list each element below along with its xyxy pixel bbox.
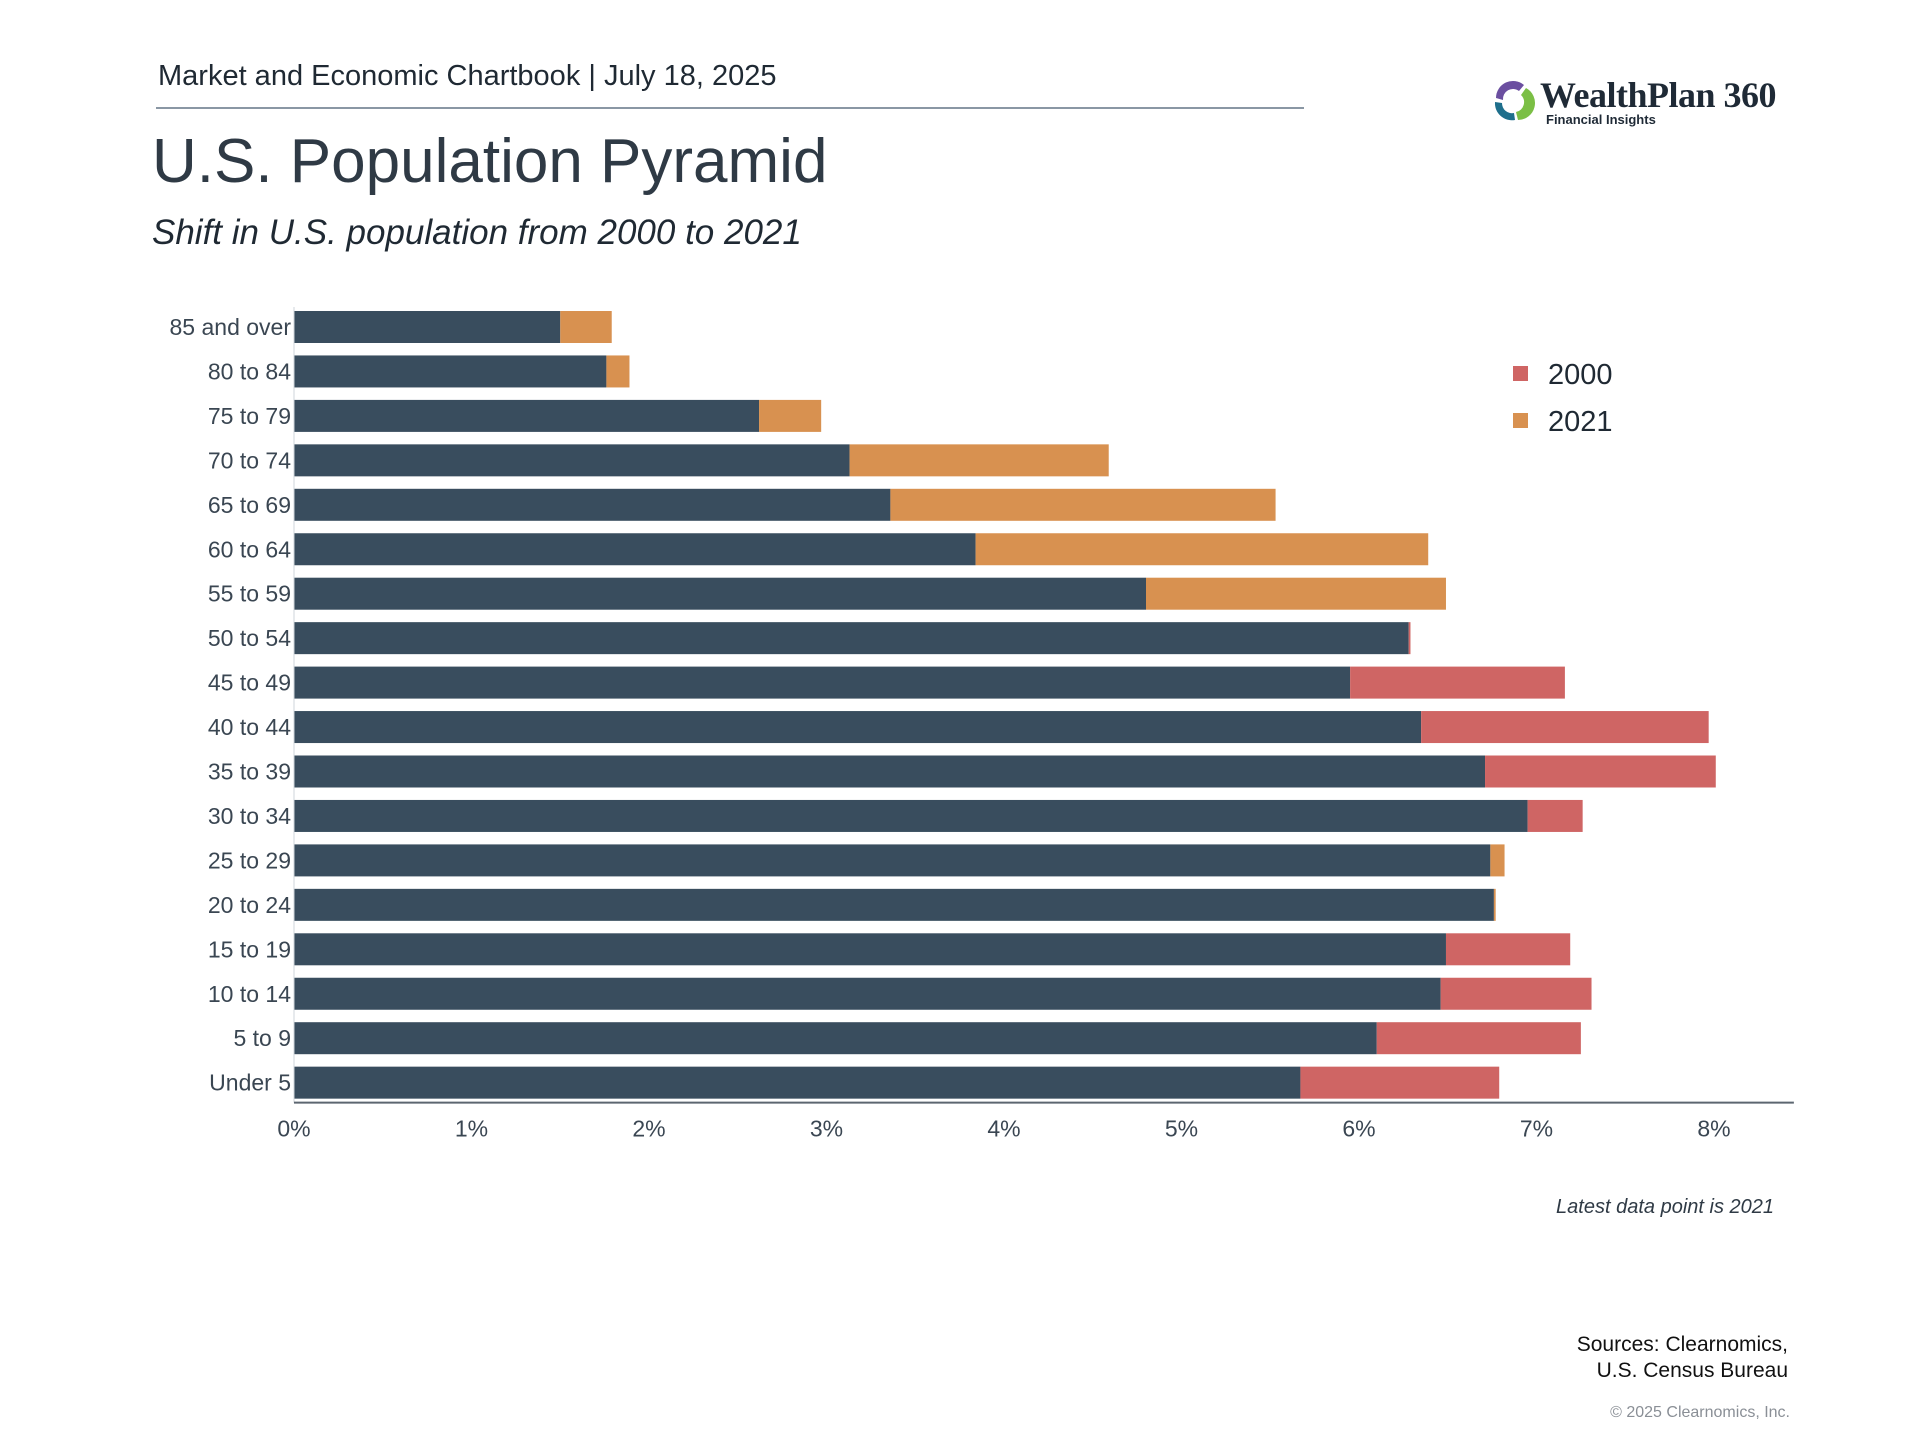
category-label: 50 to 54 (208, 625, 291, 651)
logo-wordmark: WealthPlan 360 (1540, 75, 1777, 115)
x-tick-label: 0% (277, 1116, 310, 1142)
bar-overlap-0 (294, 311, 561, 343)
bar-overlap-1 (294, 355, 607, 388)
category-label: 35 to 39 (208, 759, 291, 785)
category-label: 45 to 49 (208, 670, 291, 696)
wealthplan-logo-icon (1494, 80, 1535, 121)
x-tick-label: 6% (1342, 1116, 1375, 1142)
bar-overlap-16 (294, 1022, 1377, 1055)
category-label: 60 to 64 (208, 536, 291, 562)
category-label: 55 to 59 (208, 581, 291, 607)
x-tick-label: 7% (1520, 1116, 1553, 1142)
header-divider (156, 107, 1304, 109)
bar-2021-excess-13 (1493, 888, 1496, 921)
bar-overlap-14 (294, 933, 1446, 966)
category-label: 75 to 79 (208, 403, 291, 429)
brand-logo: WealthPlan 360 Financial Insights (1488, 72, 1788, 132)
x-tick-label: 3% (810, 1116, 843, 1142)
bar-overlap-9 (294, 711, 1422, 744)
bar-overlap-5 (294, 533, 976, 566)
category-label: 80 to 84 (208, 358, 291, 384)
bar-overlap-2 (294, 399, 760, 432)
bar-2000-excess-10 (1485, 755, 1716, 788)
x-tick-label: 2% (632, 1116, 665, 1142)
x-tick-label: 8% (1697, 1116, 1730, 1142)
bar-overlap-11 (294, 799, 1528, 832)
category-label: 70 to 74 (208, 447, 291, 473)
bar-2021-excess-1 (606, 355, 630, 388)
logo-tagline: Financial Insights (1546, 112, 1656, 127)
bar-2021-excess-2 (759, 399, 822, 432)
page-title: U.S. Population Pyramid (152, 127, 828, 196)
chartbook-header: Market and Economic Chartbook | July 18,… (158, 60, 777, 92)
bar-2021-excess-6 (1146, 577, 1446, 610)
bar-overlap-10 (294, 755, 1486, 788)
legend-swatch-2021 (1513, 413, 1528, 428)
category-label: 20 to 24 (208, 892, 291, 918)
bar-2021-excess-0 (560, 311, 612, 343)
category-label: 10 to 14 (208, 981, 291, 1007)
legend-label: 2021 (1548, 406, 1613, 438)
category-label: 85 and over (170, 314, 292, 340)
bar-overlap-13 (294, 888, 1494, 921)
category-label: 30 to 34 (208, 803, 291, 829)
sources-line-2: U.S. Census Bureau (1596, 1359, 1788, 1382)
bar-overlap-17 (294, 1066, 1301, 1099)
x-tick-label: 4% (987, 1116, 1020, 1142)
bar-2000-excess-14 (1445, 933, 1571, 966)
copyright-text: © 2025 Clearnomics, Inc. (1610, 1404, 1790, 1421)
bar-2021-excess-4 (890, 488, 1276, 521)
category-label: Under 5 (209, 1070, 291, 1096)
category-label: 15 to 19 (208, 936, 291, 962)
bar-2000-excess-9 (1421, 711, 1709, 744)
bar-2021-excess-12 (1490, 844, 1505, 877)
bar-2000-excess-8 (1350, 666, 1565, 699)
bar-overlap-15 (294, 977, 1441, 1010)
bar-2000-excess-7 (1408, 622, 1411, 655)
legend-swatch-2000 (1513, 366, 1528, 381)
x-tick-label: 1% (455, 1116, 488, 1142)
page-subtitle: Shift in U.S. population from 2000 to 20… (152, 213, 802, 252)
bar-overlap-6 (294, 577, 1146, 610)
bar-2000-excess-15 (1440, 977, 1592, 1010)
bar-2000-excess-17 (1300, 1066, 1500, 1099)
bar-overlap-7 (294, 622, 1409, 655)
bar-2021-excess-5 (975, 533, 1429, 566)
sources-text: Sources: Clearnomics, U.S. Census Bureau (1577, 1332, 1788, 1384)
legend-label: 2000 (1548, 359, 1613, 391)
bar-overlap-4 (294, 488, 891, 521)
x-tick-label: 5% (1165, 1116, 1198, 1142)
bar-overlap-12 (294, 844, 1491, 877)
bar-overlap-3 (294, 444, 850, 477)
category-label: 5 to 9 (233, 1025, 291, 1051)
category-label: 25 to 29 (208, 847, 291, 873)
bar-2000-excess-16 (1376, 1022, 1581, 1055)
sources-line-1: Sources: Clearnomics, (1576, 1333, 1788, 1356)
bar-2021-excess-3 (849, 444, 1109, 477)
category-label: 65 to 69 (208, 492, 291, 518)
category-label: 40 to 44 (208, 714, 291, 740)
data-note: Latest data point is 2021 (1556, 1196, 1774, 1218)
bar-overlap-8 (294, 666, 1351, 699)
bar-2000-excess-11 (1527, 799, 1583, 832)
